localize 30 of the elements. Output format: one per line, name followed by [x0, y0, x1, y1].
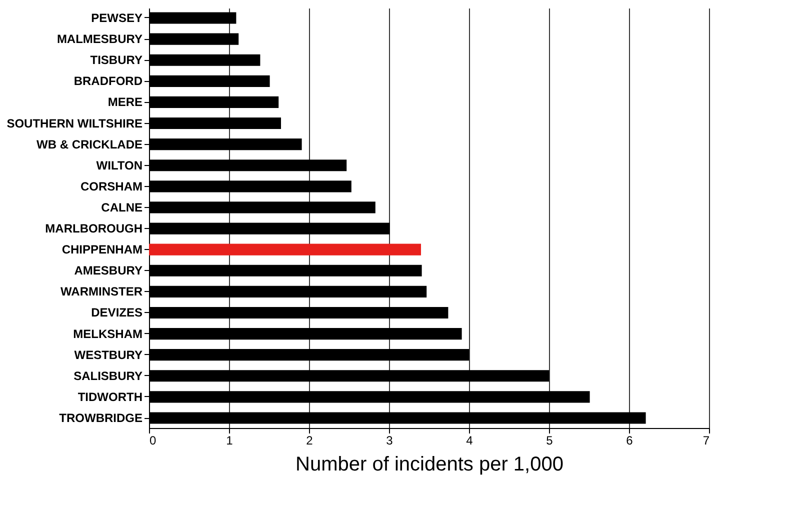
y-tick-label: CALNE [101, 200, 142, 214]
y-tick-label: WILTON [96, 158, 142, 172]
x-tick-label: 0 [150, 434, 156, 448]
x-tick-label: 1 [226, 434, 234, 448]
x-tick-label: 6 [626, 434, 634, 448]
y-tick-label: SALISBURY [74, 368, 142, 383]
y-tick-label: MARLBOROUGH [45, 222, 142, 236]
x-tick-label: 7 [702, 434, 710, 448]
x-tick-label: 2 [306, 434, 314, 448]
x-tick-label: 5 [546, 434, 554, 448]
y-tick-label: WESTBURY [74, 348, 142, 362]
y-tick-label: MERE [108, 95, 142, 110]
x-tick-label: 4 [466, 434, 474, 448]
y-tick-label: DEVIZES [91, 306, 142, 320]
x-tick-label: 3 [386, 434, 394, 448]
y-tick-label: AMESBURY [74, 264, 142, 278]
y-tick-label: MELKSHAM [73, 326, 143, 341]
y-tick-label: PEWSEY [91, 11, 142, 25]
y-tick-label: WB & CRICKLADE [36, 137, 142, 152]
y-tick-label: MALMESBURY [56, 32, 142, 46]
y-tick-label: CHIPPENHAM [62, 242, 143, 257]
x-axis-title: Number of incidents per 1,000 [296, 454, 564, 476]
y-tick-label: BRADFORD [74, 74, 143, 88]
y-tick-label: SOUTHERN WILTSHIRE [6, 116, 142, 130]
y-tick-label: TISBURY [90, 53, 142, 68]
y-tick-label: TROWBRIDGE [59, 411, 142, 425]
bar [149, 244, 421, 256]
y-tick-label: CORSHAM [80, 179, 142, 194]
y-tick-label: TIDWORTH [78, 390, 142, 404]
y-tick-label: WARMINSTER [60, 284, 143, 299]
